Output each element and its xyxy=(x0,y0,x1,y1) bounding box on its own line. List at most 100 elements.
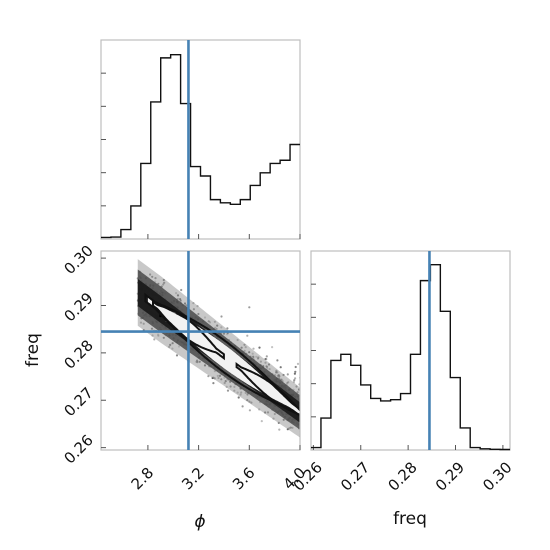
scatter-point xyxy=(258,346,261,349)
scatter-point xyxy=(304,408,306,410)
freq-tick-label: 0.28 xyxy=(60,336,96,372)
scatter-point xyxy=(252,347,255,350)
scatter-point xyxy=(237,396,240,399)
joint-frame xyxy=(100,250,301,451)
scatter-point xyxy=(305,423,307,425)
scatter-point xyxy=(305,425,307,427)
scatter-point xyxy=(301,438,303,440)
scatter-point xyxy=(304,423,306,425)
scatter-point xyxy=(241,405,244,408)
freq-histogram-line xyxy=(311,263,510,451)
scatter-point xyxy=(276,359,279,362)
freq-hist-yticks xyxy=(311,283,316,418)
scatter-point xyxy=(304,430,306,432)
joint-xticks: 2.8 3.2 3.6 4.0 xyxy=(128,445,309,494)
freq-xticks: 0.26 0.27 0.28 0.29 0.30 xyxy=(290,445,516,495)
scatter-point xyxy=(265,355,268,358)
joint-ylabel: freq xyxy=(23,333,43,367)
joint-panel: 2.8 3.2 3.6 4.0 0.260.270.280.290.30 xyxy=(60,242,309,494)
scatter-point xyxy=(301,384,303,386)
scatter-point xyxy=(304,402,306,404)
freq-tick-label: 0.27 xyxy=(60,384,96,420)
freq-tick-label: 0.27 xyxy=(337,458,373,494)
scatter-point xyxy=(303,417,305,419)
freq-xlabel: freq xyxy=(393,509,427,529)
scatter-point xyxy=(303,415,305,417)
phi-tick-label: 2.8 xyxy=(128,464,158,494)
freq-tick-label: 0.30 xyxy=(479,458,515,494)
phi-tick-label: 3.6 xyxy=(229,464,259,494)
scatter-point xyxy=(212,382,215,385)
scatter-point xyxy=(248,409,251,412)
joint-contour-inner-right xyxy=(235,361,300,416)
phi-tick-label: 3.2 xyxy=(178,464,208,494)
scatter-point xyxy=(248,306,251,309)
scatter-point xyxy=(302,429,304,431)
scatter-point xyxy=(305,431,307,433)
scatter-point xyxy=(271,346,274,349)
scatter-point xyxy=(279,366,282,369)
scatter-point xyxy=(302,434,304,436)
scatter-point xyxy=(302,410,304,412)
scatter-point xyxy=(303,399,305,401)
freq-tick-label: 0.28 xyxy=(384,458,420,494)
scatter-point xyxy=(226,389,230,392)
scatter-point xyxy=(296,362,300,365)
freq-hist-frame xyxy=(310,250,511,451)
scatter-point xyxy=(265,358,268,361)
scatter-point xyxy=(303,408,305,410)
phi-histogram-panel xyxy=(100,39,301,240)
phi-histogram-line xyxy=(101,54,300,239)
scatter-point xyxy=(278,428,281,431)
scatter-point xyxy=(302,431,304,433)
joint-contours xyxy=(144,292,300,417)
scatter-point xyxy=(304,424,306,426)
scatter-point xyxy=(302,425,304,427)
scatter-point xyxy=(226,327,229,330)
joint-inner-region xyxy=(147,297,300,415)
scatter-point xyxy=(293,372,296,375)
scatter-point xyxy=(303,424,305,426)
scatter-point xyxy=(304,402,306,404)
scatter-point xyxy=(153,338,156,341)
scatter-point xyxy=(180,288,183,292)
freq-tick-label: 0.30 xyxy=(60,242,96,278)
scatter-point xyxy=(294,365,297,369)
scatter-point xyxy=(302,409,304,411)
scatter-point xyxy=(286,373,289,376)
joint-yticks: 0.26 0.27 0.28 0.29 0.30 xyxy=(60,242,106,467)
scatter-point xyxy=(304,405,306,407)
scatter-point xyxy=(303,440,305,442)
phi-hist-xticks xyxy=(147,234,301,239)
freq-tick-label: 0.26 xyxy=(60,431,96,467)
freq-histogram-panel: 0.26 0.27 0.28 0.29 0.30 xyxy=(290,250,516,495)
scatter-point xyxy=(246,334,249,337)
scatter-point xyxy=(293,379,296,382)
scatter-point xyxy=(303,419,305,421)
scatter-point xyxy=(304,429,306,431)
scatter-point xyxy=(303,404,305,406)
scatter-point xyxy=(302,410,304,412)
scatter-point xyxy=(301,417,303,419)
freq-tick-label: 0.29 xyxy=(432,458,468,494)
phi-hist-yticks xyxy=(101,72,106,207)
freq-tick-label: 0.29 xyxy=(60,289,96,325)
scatter-point xyxy=(294,377,297,380)
scatter-point xyxy=(294,370,297,373)
scatter-point xyxy=(304,416,306,418)
scatter-point xyxy=(304,427,306,429)
joint-contour-inner xyxy=(152,299,225,361)
scatter-point xyxy=(302,431,304,433)
scatter-point xyxy=(301,412,303,414)
scatter-point xyxy=(220,315,223,318)
scatter-point xyxy=(305,408,307,410)
scatter-point xyxy=(302,436,304,438)
scatter-point xyxy=(302,434,304,436)
scatter-point xyxy=(301,425,303,427)
scatter-point xyxy=(303,424,305,426)
scatter-point xyxy=(301,426,303,428)
scatter-point xyxy=(260,420,263,423)
phi-xlabel: ϕ xyxy=(194,512,205,532)
scatter-point xyxy=(175,354,179,357)
